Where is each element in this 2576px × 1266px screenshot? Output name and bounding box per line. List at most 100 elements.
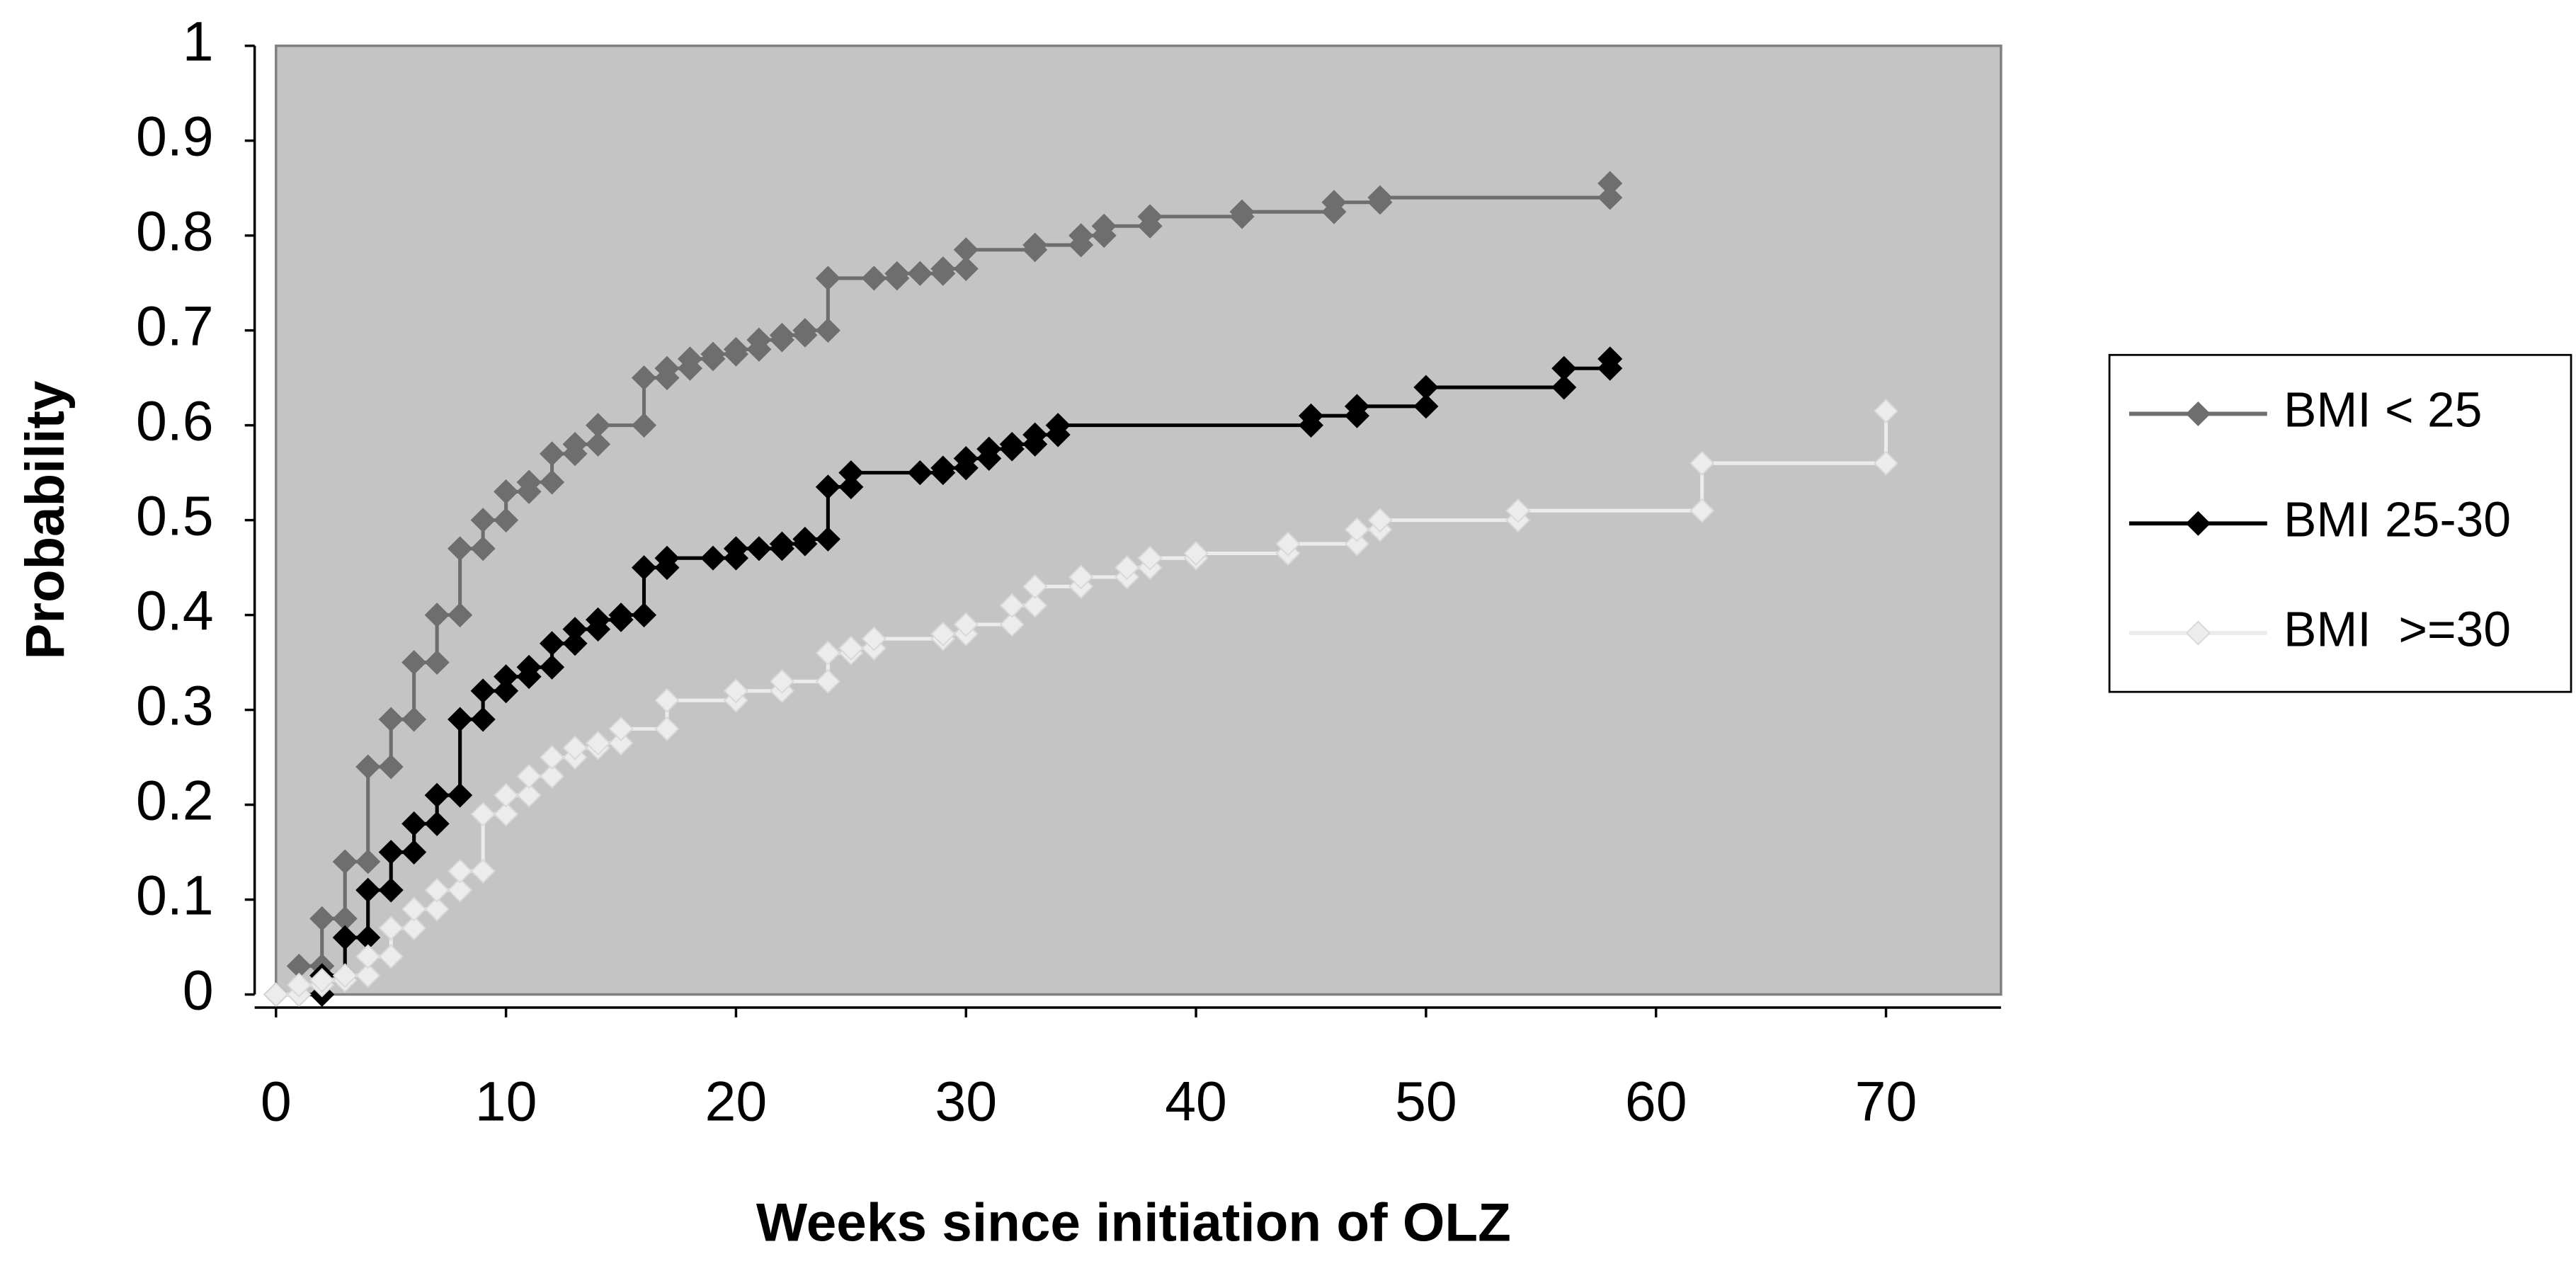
marker — [861, 266, 887, 291]
marker — [677, 346, 703, 372]
marker — [332, 963, 358, 988]
marker — [309, 906, 335, 931]
corner-marker — [424, 811, 450, 836]
marker — [999, 593, 1025, 618]
marker — [355, 944, 381, 969]
marker — [470, 508, 496, 533]
marker — [723, 678, 748, 704]
marker — [1551, 355, 1577, 381]
x-tick-label: 70 — [1855, 1071, 1917, 1133]
marker — [1413, 375, 1439, 400]
marker — [976, 436, 1002, 462]
y-tick-label: 0.3 — [136, 674, 214, 736]
marker — [1183, 541, 1209, 566]
marker — [1344, 394, 1369, 419]
corner-marker — [355, 963, 381, 988]
corner-marker — [448, 782, 473, 808]
corner-marker — [494, 802, 519, 827]
corner-marker — [953, 256, 979, 282]
corner-marker — [378, 754, 404, 780]
marker — [1597, 171, 1623, 196]
marker — [815, 474, 840, 500]
marker — [1115, 555, 1140, 581]
marker — [562, 431, 588, 457]
marker — [585, 607, 611, 632]
marker — [723, 336, 748, 362]
marker — [746, 536, 772, 561]
marker — [424, 603, 450, 628]
marker — [907, 261, 933, 286]
corner-marker — [424, 896, 450, 922]
marker — [930, 621, 956, 646]
marker — [1321, 190, 1347, 215]
marker — [930, 256, 956, 282]
marker — [769, 322, 794, 348]
corner-marker — [470, 858, 496, 884]
corner-marker — [448, 603, 473, 628]
marker — [424, 782, 450, 808]
corner-marker — [424, 650, 450, 675]
plot-area — [275, 44, 2002, 996]
marker — [792, 318, 818, 343]
marker — [746, 327, 772, 353]
marker — [884, 261, 910, 286]
y-tick-label: 0.2 — [136, 769, 214, 831]
marker — [1068, 223, 1094, 249]
marker — [494, 664, 519, 690]
marker — [516, 763, 542, 789]
marker — [494, 782, 519, 808]
marker — [1045, 413, 1071, 438]
corner-marker — [631, 603, 657, 628]
corner-marker — [470, 536, 496, 561]
x-tick-label: 30 — [935, 1071, 997, 1133]
marker — [1873, 399, 1899, 423]
corner-marker — [378, 877, 404, 903]
marker — [585, 730, 611, 755]
corner-marker — [1689, 498, 1715, 523]
corner-marker — [355, 849, 381, 874]
corner-marker — [562, 631, 588, 656]
marker — [953, 237, 979, 263]
marker — [999, 431, 1025, 457]
marker — [401, 811, 427, 836]
corner-marker — [1413, 394, 1439, 419]
corner-marker — [494, 678, 519, 704]
marker — [838, 636, 864, 661]
corner-marker — [1551, 375, 1577, 400]
marker — [1689, 450, 1715, 476]
marker — [378, 916, 404, 941]
marker — [378, 707, 404, 732]
corner-marker — [815, 526, 840, 552]
legend-marker — [2185, 401, 2211, 426]
marker — [1275, 531, 1301, 557]
corner-marker — [838, 474, 864, 500]
marker — [1367, 185, 1393, 210]
corner-marker — [608, 730, 634, 755]
marker — [838, 460, 864, 486]
y-tick-label: 0.9 — [136, 106, 214, 168]
y-axis-title: Probability — [16, 380, 76, 659]
corner-marker — [1344, 531, 1369, 557]
corner-marker — [494, 508, 519, 533]
marker — [401, 650, 427, 675]
marker — [1137, 204, 1163, 229]
corner-marker — [1022, 593, 1048, 618]
marker — [448, 707, 473, 732]
corner-marker — [815, 318, 840, 343]
marker — [631, 365, 657, 391]
marker — [700, 545, 726, 571]
legend-marker — [2185, 620, 2211, 646]
marker — [654, 355, 680, 381]
corner-marker — [585, 431, 611, 457]
marker — [930, 455, 956, 481]
corner-marker — [378, 944, 404, 969]
legend-label: BMI < 25 — [2284, 382, 2482, 438]
marker — [516, 654, 542, 680]
marker — [540, 631, 565, 656]
legend-label: BMI 25-30 — [2284, 492, 2511, 547]
corner-marker — [540, 763, 565, 789]
corner-marker — [401, 916, 427, 941]
marker — [448, 536, 473, 561]
